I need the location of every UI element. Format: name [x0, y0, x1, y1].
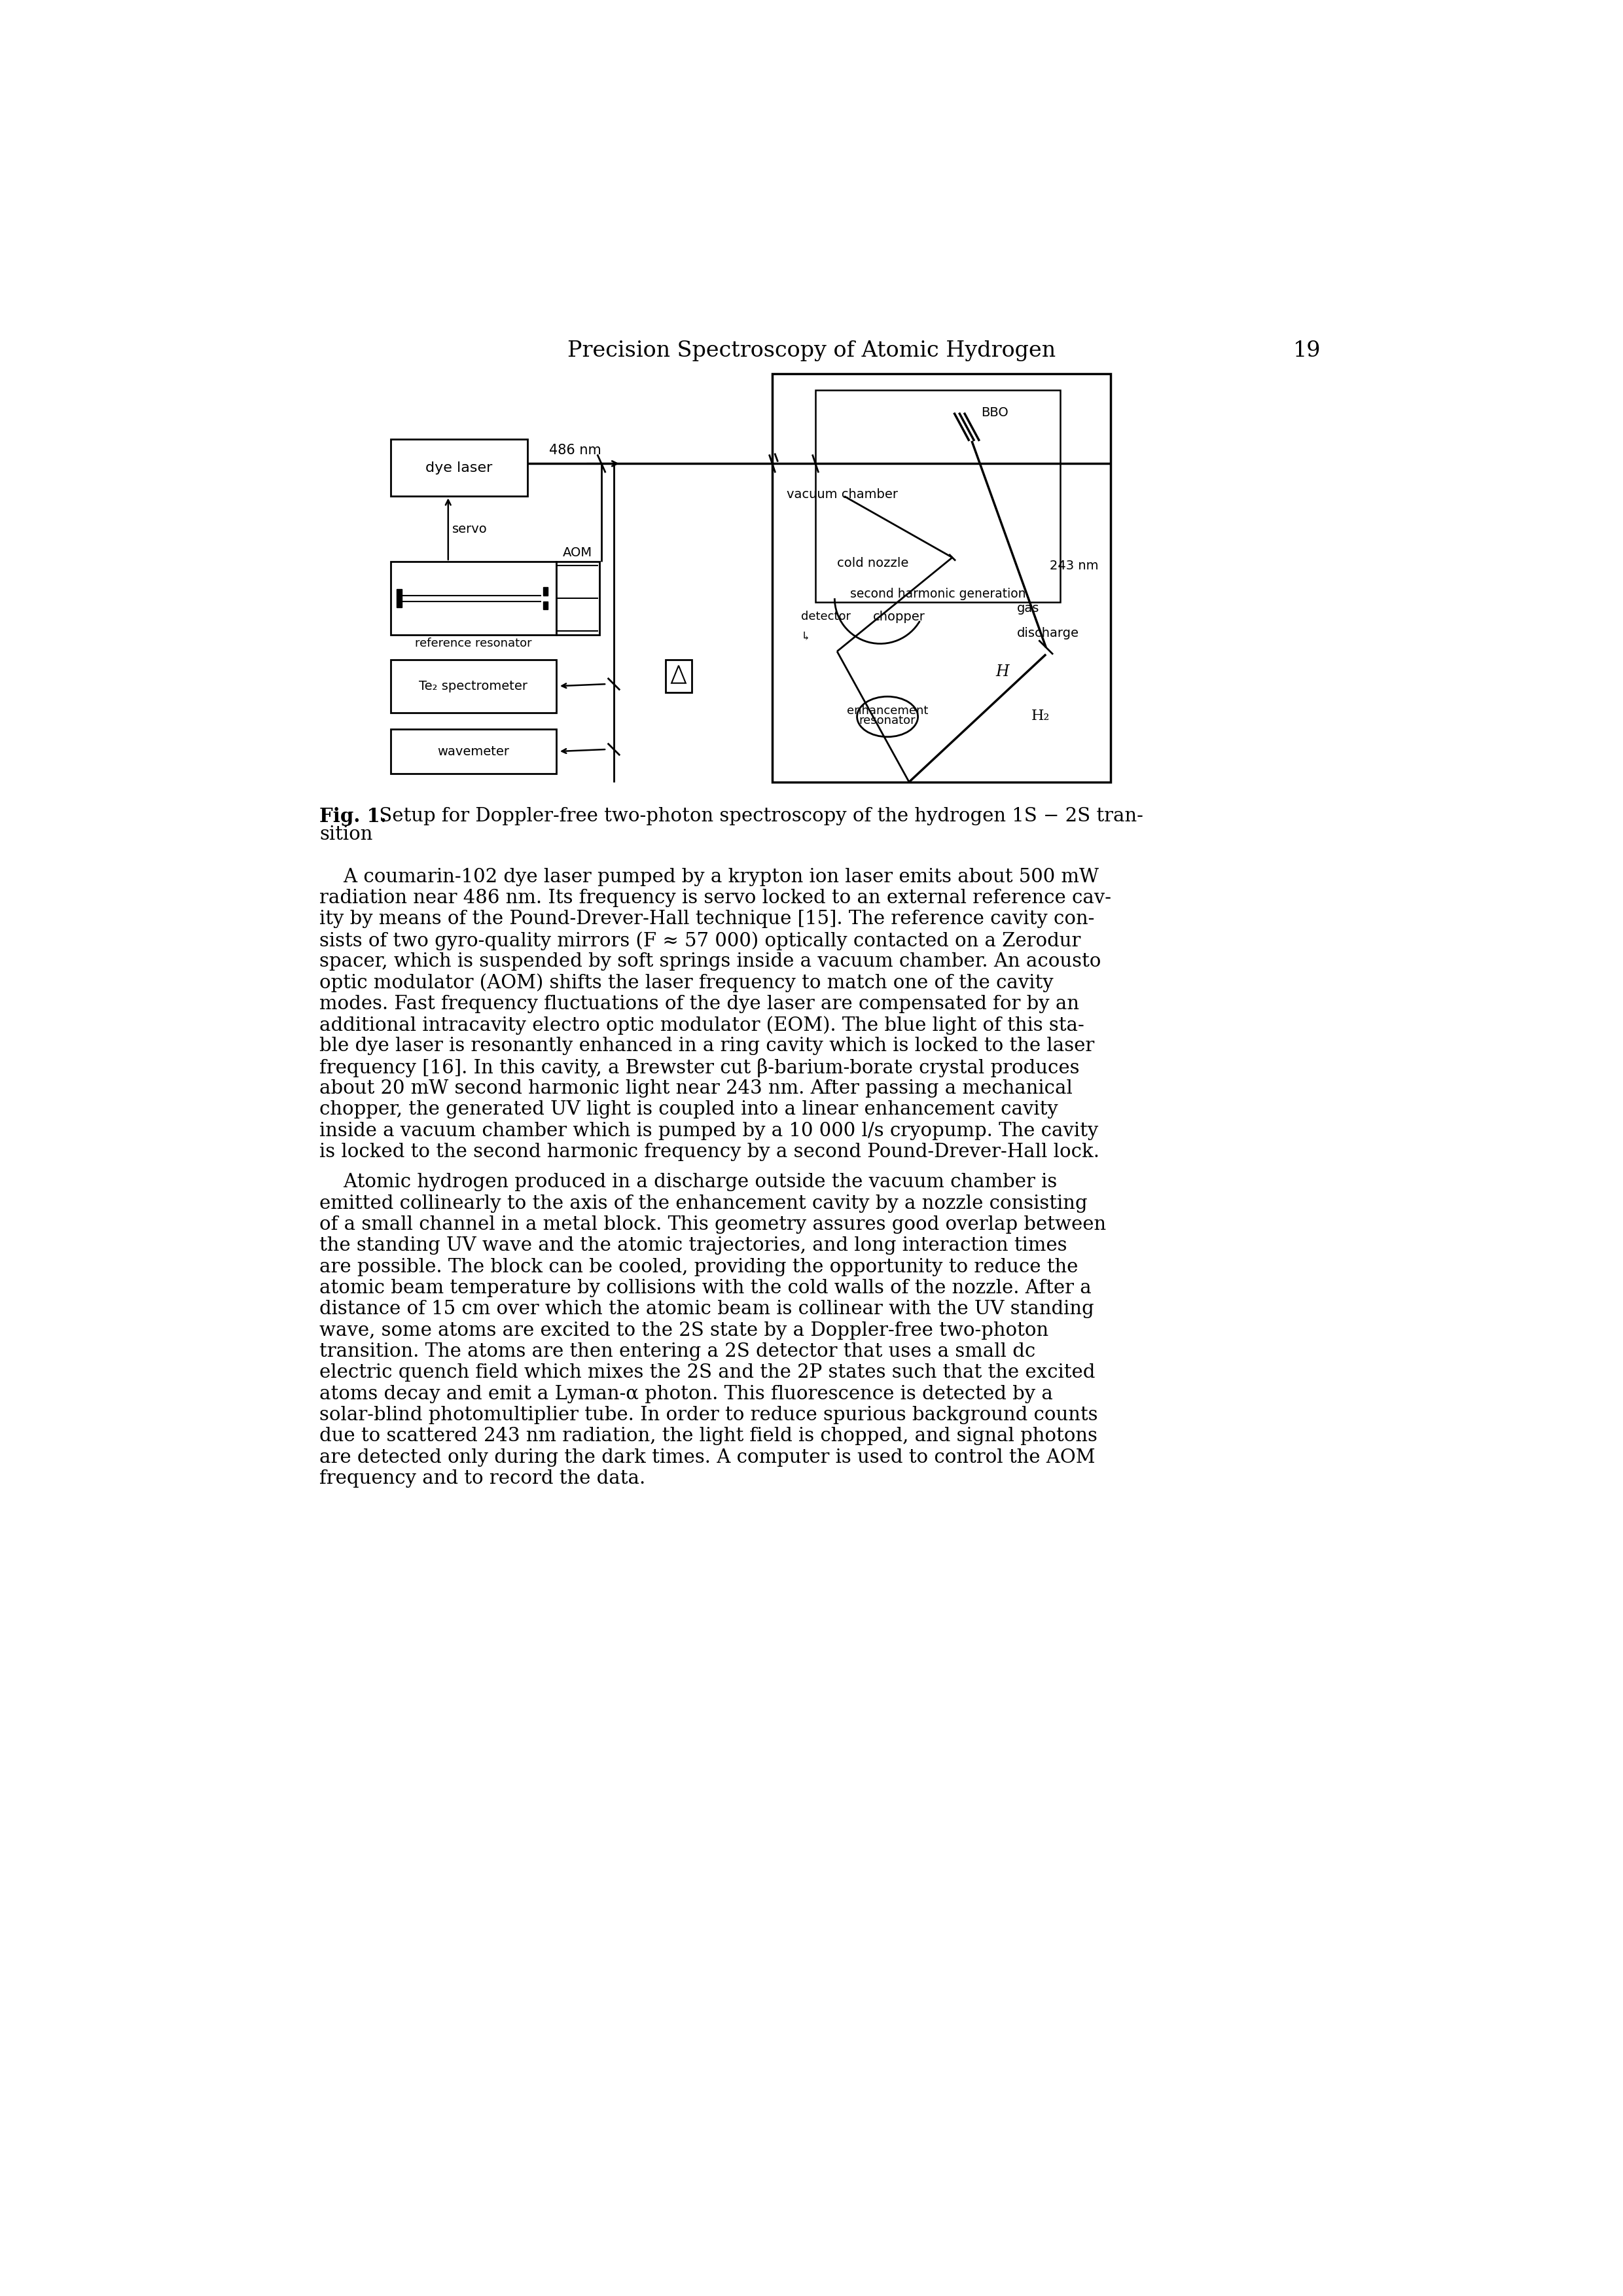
Text: second harmonic generation: second harmonic generation [850, 588, 1026, 599]
Text: sists of two gyro-quality mirrors (F ≈ 57 000) optically contacted on a Zerodur: sists of two gyro-quality mirrors (F ≈ 5… [320, 932, 1081, 951]
Text: 243 nm: 243 nm [1050, 560, 1099, 572]
Bar [544, 588, 549, 595]
Text: dye laser: dye laser [425, 461, 492, 475]
Bar [391, 563, 557, 636]
Text: H: H [995, 664, 1010, 680]
Text: Setup for Doppler-free two-photon spectroscopy of the hydrogen 1S − 2S tran-: Setup for Doppler-free two-photon spectr… [373, 808, 1143, 827]
Text: chopper: chopper [873, 611, 925, 622]
Text: additional intracavity electro optic modulator (EOM). The blue light of this sta: additional intracavity electro optic mod… [320, 1015, 1084, 1035]
Text: detector: detector [802, 611, 850, 622]
Text: solar-blind photomultiplier tube. In order to reduce spurious background counts: solar-blind photomultiplier tube. In ord… [320, 1405, 1099, 1424]
Text: chopper, the generated UV light is coupled into a linear enhancement cavity: chopper, the generated UV light is coupl… [320, 1100, 1058, 1118]
Text: 19: 19 [1294, 340, 1321, 360]
Text: sition: sition [320, 824, 373, 843]
Text: reference resonator: reference resonator [415, 638, 532, 650]
Text: Precision Spectroscopy of Atomic Hydrogen: Precision Spectroscopy of Atomic Hydroge… [568, 340, 1055, 360]
Text: Fig. 1.: Fig. 1. [320, 808, 386, 827]
Text: emitted collinearly to the axis of the enhancement cavity by a nozzle consisting: emitted collinearly to the axis of the e… [320, 1194, 1087, 1212]
Text: the standing UV wave and the atomic trajectories, and long interaction times: the standing UV wave and the atomic traj… [320, 1238, 1068, 1256]
Text: due to scattered 243 nm radiation, the light field is chopped, and signal photon: due to scattered 243 nm radiation, the l… [320, 1428, 1097, 1446]
Text: A coumarin-102 dye laser pumped by a krypton ion laser emits about 500 mW: A coumarin-102 dye laser pumped by a kry… [320, 868, 1099, 886]
Text: atoms decay and emit a Lyman-α photon. This fluorescence is detected by a: atoms decay and emit a Lyman-α photon. T… [320, 1384, 1053, 1403]
Text: are possible. The block can be cooled, providing the opportunity to reduce the: are possible. The block can be cooled, p… [320, 1258, 1078, 1277]
Text: are detected only during the dark times. A computer is used to control the AOM: are detected only during the dark times.… [320, 1449, 1096, 1467]
Bar [396, 590, 401, 608]
Text: atomic beam temperature by collisions with the cold walls of the nozzle. After a: atomic beam temperature by collisions wi… [320, 1279, 1092, 1297]
Text: of a small channel in a metal block. This geometry assures good overlap between: of a small channel in a metal block. Thi… [320, 1215, 1107, 1233]
Bar [665, 659, 691, 693]
Text: 486 nm: 486 nm [549, 443, 601, 457]
Text: ble dye laser is resonantly enhanced in a ring cavity which is locked to the las: ble dye laser is resonantly enhanced in … [320, 1038, 1094, 1056]
Bar [815, 390, 1060, 602]
Text: frequency [16]. In this cavity, a Brewster cut β-barium-borate crystal produces: frequency [16]. In this cavity, a Brewst… [320, 1058, 1079, 1077]
Text: transition. The atoms are then entering a 2S detector that uses a small dc: transition. The atoms are then entering … [320, 1343, 1035, 1362]
Text: H₂: H₂ [1032, 709, 1050, 723]
Text: servo: servo [453, 523, 487, 535]
Text: frequency and to record the data.: frequency and to record the data. [320, 1469, 646, 1488]
Text: resonator: resonator [859, 714, 915, 726]
Bar [773, 374, 1110, 783]
Text: vacuum chamber: vacuum chamber [787, 489, 898, 501]
Text: gas: gas [1018, 602, 1040, 615]
Bar [557, 563, 599, 636]
Text: ity by means of the Pound-Drever-Hall technique [15]. The reference cavity con-: ity by means of the Pound-Drever-Hall te… [320, 909, 1094, 928]
Bar [391, 728, 557, 774]
Text: discharge: discharge [1018, 627, 1079, 638]
Text: Atomic hydrogen produced in a discharge outside the vacuum chamber is: Atomic hydrogen produced in a discharge … [320, 1173, 1057, 1192]
Text: about 20 mW second harmonic light near 243 nm. After passing a mechanical: about 20 mW second harmonic light near 2… [320, 1079, 1073, 1097]
Text: inside a vacuum chamber which is pumped by a 10 000 l/s cryopump. The cavity: inside a vacuum chamber which is pumped … [320, 1123, 1099, 1141]
Text: wave, some atoms are excited to the 2S state by a Doppler-free two-photon: wave, some atoms are excited to the 2S s… [320, 1320, 1048, 1339]
Text: BBO: BBO [980, 406, 1008, 418]
Bar [544, 602, 549, 608]
Text: modes. Fast frequency fluctuations of the dye laser are compensated for by an: modes. Fast frequency fluctuations of th… [320, 994, 1079, 1013]
Bar [391, 439, 527, 496]
Text: optic modulator (AOM) shifts the laser frequency to match one of the cavity: optic modulator (AOM) shifts the laser f… [320, 974, 1053, 992]
Text: wavemeter: wavemeter [437, 746, 510, 758]
Text: radiation near 486 nm. Its frequency is servo locked to an external reference ca: radiation near 486 nm. Its frequency is … [320, 889, 1112, 907]
Text: ↳: ↳ [802, 631, 812, 643]
Text: electric quench field which mixes the 2S and the 2P states such that the excited: electric quench field which mixes the 2S… [320, 1364, 1096, 1382]
Text: AOM: AOM [563, 546, 592, 558]
Text: cold nozzle: cold nozzle [837, 558, 909, 569]
Text: is locked to the second harmonic frequency by a second Pound-Drever-Hall lock.: is locked to the second harmonic frequen… [320, 1143, 1100, 1162]
Text: distance of 15 cm over which the atomic beam is collinear with the UV standing: distance of 15 cm over which the atomic … [320, 1300, 1094, 1318]
Bar [391, 659, 557, 712]
Text: Te₂ spectrometer: Te₂ spectrometer [419, 680, 527, 693]
Text: spacer, which is suspended by soft springs inside a vacuum chamber. An acousto: spacer, which is suspended by soft sprin… [320, 953, 1100, 971]
Text: enhancement: enhancement [847, 705, 928, 716]
